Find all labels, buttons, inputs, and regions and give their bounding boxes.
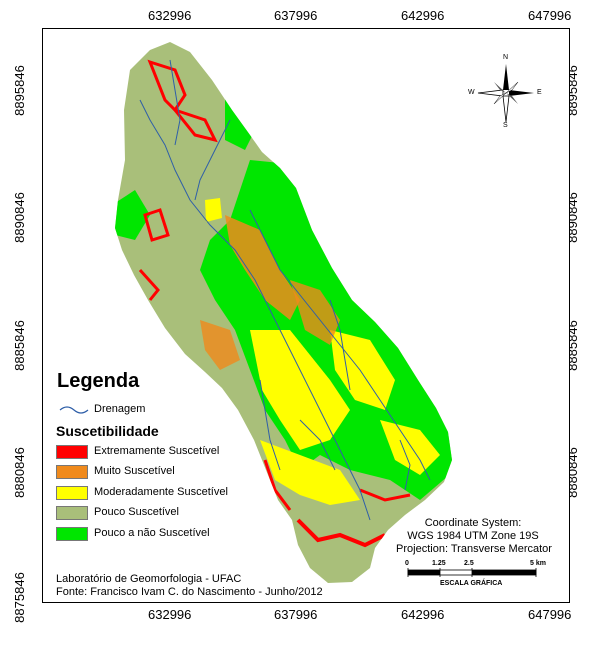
- zone-moderado-4: [380, 420, 440, 475]
- x-tick-top-4: 647996: [528, 8, 572, 23]
- x-tick-top-2: 637996: [274, 8, 318, 23]
- x-tick-top-3: 642996: [401, 8, 445, 23]
- coord-system-line3: Projection: Transverse Mercator: [396, 543, 552, 555]
- legend-subtitle: Suscetibilidade: [56, 423, 159, 439]
- zone-extremo-1: [147, 59, 187, 113]
- credit-line1: Laboratório de Geomorfologia - UFAC: [56, 573, 242, 585]
- scale-bar: [407, 568, 537, 577]
- x-tick-bottom-4: 647996: [528, 607, 572, 622]
- legend-drainage-line: [59, 406, 89, 414]
- scale-caption: ESCALA GRÁFICA: [440, 580, 503, 587]
- credit-line2: Fonte: Francisco Ivam C. do Nascimento -…: [56, 586, 323, 598]
- x-tick-bottom-1: 632996: [148, 607, 192, 622]
- zone-extremo-7: [359, 488, 411, 502]
- legend-drainage-label: Drenagem: [94, 403, 146, 415]
- west-letter: W: [468, 89, 475, 96]
- legend-label-pouco: Pouco Suscetível: [94, 506, 179, 518]
- legend-swatch-pouco-a-nao: [56, 527, 88, 541]
- legend-label-moderadamente: Moderadamente Suscetível: [94, 486, 228, 498]
- zone-moderado-3: [260, 440, 360, 505]
- scale-tick-2: 2.5: [464, 560, 474, 567]
- south-letter: S: [503, 122, 508, 129]
- x-tick-top-1: 632996: [148, 8, 192, 23]
- zone-muito-3: [200, 320, 240, 370]
- east-letter: E: [537, 89, 542, 96]
- zone-extremo-5: [296, 518, 386, 548]
- drainage-network: [139, 59, 431, 521]
- scale-tick-0: 0: [405, 560, 409, 567]
- zone-extremo-2: [170, 106, 218, 143]
- legend-label-extremamente: Extremamente Suscetível: [94, 445, 220, 457]
- scale-tick-3: 5 km: [530, 560, 546, 567]
- legend-swatch-pouco: [56, 506, 88, 520]
- coord-system-line2: WGS 1984 UTM Zone 19S: [407, 530, 539, 542]
- x-tick-bottom-3: 642996: [401, 607, 445, 622]
- zone-extremo-3: [143, 208, 170, 242]
- zone-extremo-4: [138, 268, 160, 301]
- north-letter: N: [503, 54, 509, 61]
- coord-system-line1: Coordinate System:: [424, 517, 522, 529]
- legend-swatch-moderadamente: [56, 486, 88, 500]
- zone-muito-1: [225, 215, 300, 320]
- scale-tick-1: 1.25: [432, 560, 446, 567]
- x-tick-bottom-2: 637996: [274, 607, 318, 622]
- legend-swatch-extremamente: [56, 445, 88, 459]
- north-arrow-icon: [477, 64, 534, 123]
- zone-moderado-5: [205, 198, 222, 222]
- legend-label-pouco-a-nao: Pouco a não Suscetível: [94, 527, 210, 539]
- legend-label-muito: Muito Suscetível: [94, 465, 175, 477]
- legend-title: Legenda: [57, 370, 140, 392]
- legend-swatch-muito: [56, 465, 88, 479]
- zone-pouco-a-nao-west: [115, 190, 150, 240]
- zone-moderado-2: [330, 330, 395, 410]
- zone-extremo-6: [263, 459, 292, 511]
